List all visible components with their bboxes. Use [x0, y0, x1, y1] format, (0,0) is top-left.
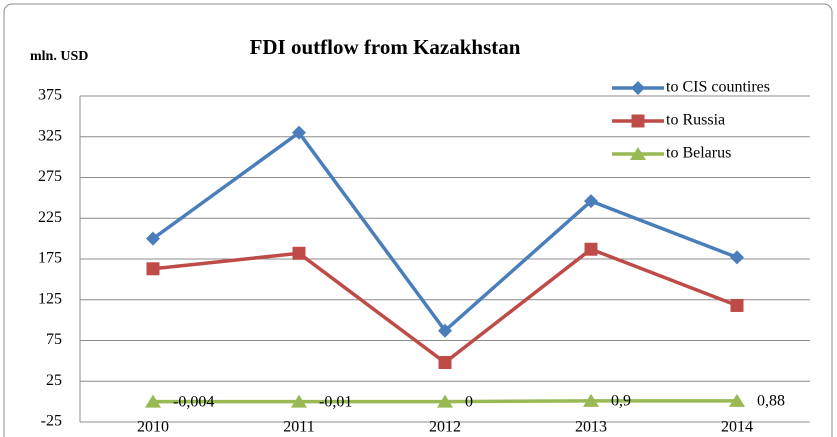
data-label: -0,004	[173, 393, 214, 410]
legend-label: to CIS countires	[666, 79, 770, 96]
y-tick-label: 175	[38, 250, 62, 267]
data-point	[146, 262, 160, 276]
data-point	[438, 356, 452, 370]
chart-frame	[3, 3, 833, 437]
data-point	[146, 231, 160, 246]
data-point	[584, 194, 598, 209]
chart-title: FDI outflow from Kazakhstan	[250, 35, 521, 59]
legend-label: to Russia	[666, 112, 725, 129]
y-tick-label: 325	[38, 127, 62, 144]
x-tick-label: 2011	[283, 419, 314, 436]
legend-label: to Belarus	[666, 145, 731, 162]
data-label: 0,9	[611, 393, 631, 410]
data-point	[730, 250, 744, 265]
y-tick-label: 375	[38, 87, 62, 104]
x-tick-label: 2012	[429, 419, 461, 436]
y-tick-label: 25	[46, 372, 62, 389]
y-tick-label: -25	[41, 413, 62, 430]
x-tick-label: 2014	[721, 419, 753, 436]
y-axis-label: mln. USD	[30, 49, 88, 64]
data-label: 0	[465, 393, 473, 410]
data-point	[730, 298, 744, 312]
y-tick-label: 275	[38, 168, 62, 185]
y-tick-label: 75	[46, 331, 62, 348]
legend-marker	[631, 81, 645, 95]
data-label: 0,88	[757, 393, 785, 410]
data-label: -0,01	[319, 393, 352, 410]
x-tick-label: 2010	[137, 419, 169, 436]
data-point	[438, 323, 452, 338]
y-tick-label: 125	[38, 290, 62, 307]
data-point	[729, 393, 745, 407]
data-point	[583, 393, 599, 407]
x-tick-label: 2013	[575, 419, 607, 436]
data-point	[145, 394, 161, 408]
y-tick-label: 225	[38, 209, 62, 226]
data-point	[291, 394, 307, 408]
legend-marker	[630, 147, 646, 160]
legend-marker	[631, 114, 645, 128]
data-point	[292, 125, 306, 140]
data-point	[584, 242, 598, 256]
data-point	[292, 246, 306, 260]
data-point	[437, 394, 453, 408]
